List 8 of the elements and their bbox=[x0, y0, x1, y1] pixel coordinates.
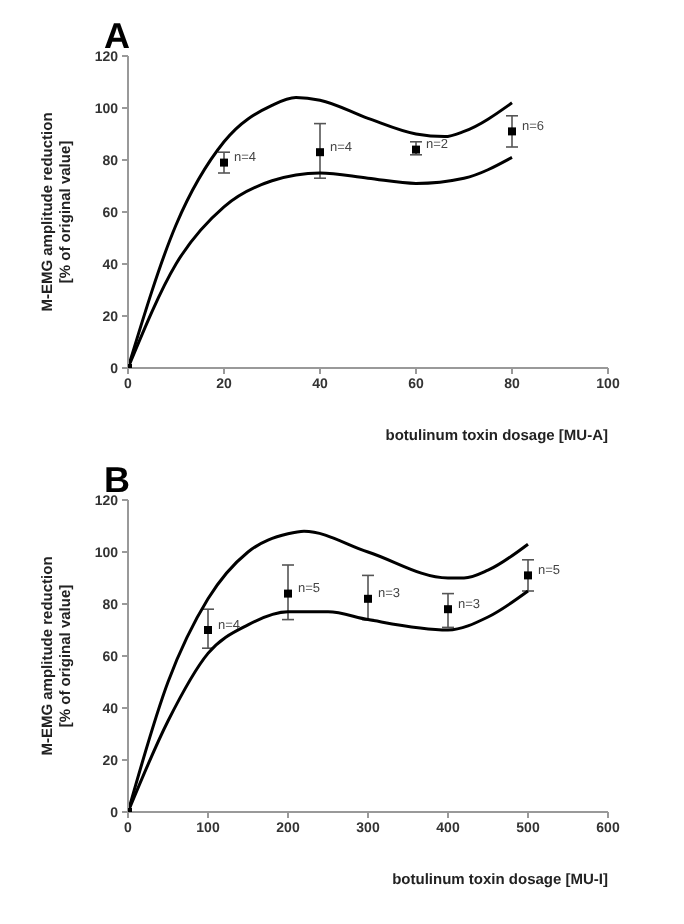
point bbox=[316, 148, 324, 157]
point bbox=[364, 594, 372, 603]
point bbox=[524, 571, 532, 580]
point bbox=[204, 626, 212, 634]
point bbox=[508, 127, 516, 136]
point bbox=[284, 589, 292, 598]
point bbox=[444, 605, 452, 614]
point bbox=[220, 158, 228, 167]
